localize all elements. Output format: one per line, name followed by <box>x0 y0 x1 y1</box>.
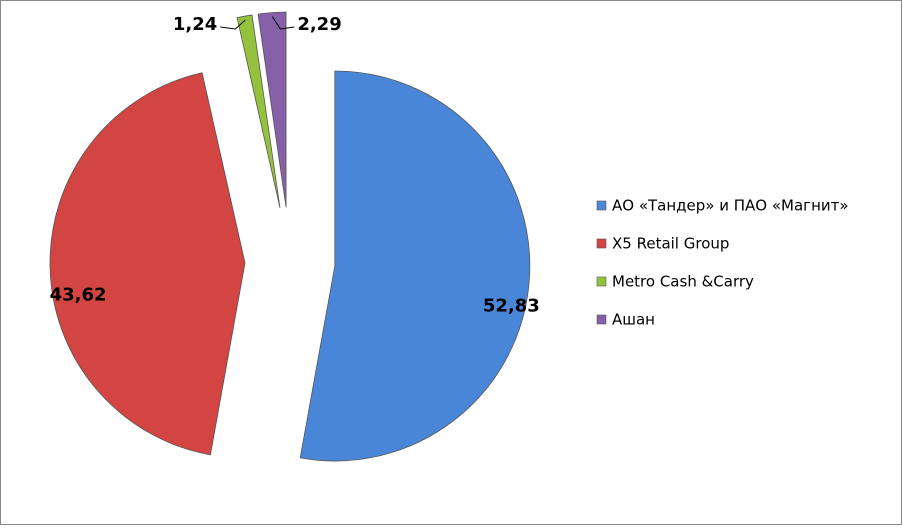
data-label: 43,62 <box>50 285 107 306</box>
pie-slice <box>49 72 246 456</box>
legend-label: X5 Retail Group <box>612 235 729 253</box>
pie-slice <box>257 11 287 208</box>
leader-line <box>220 19 246 30</box>
legend-marker <box>596 200 607 211</box>
data-label: 52,83 <box>483 295 540 316</box>
data-label: 2,29 <box>297 14 341 35</box>
legend-label: АО «Тандер» и ПАО «Магнит» <box>612 197 849 215</box>
pie-slice <box>299 70 531 462</box>
legend-marker <box>596 314 607 325</box>
legend-marker <box>596 276 607 287</box>
data-label: 1,24 <box>173 14 217 35</box>
leader-line <box>271 16 295 30</box>
legend-label: Ашан <box>612 311 655 329</box>
pie-slice <box>236 14 281 209</box>
legend-label: Metro Cash &Carry <box>612 273 754 291</box>
legend-marker <box>596 238 607 249</box>
